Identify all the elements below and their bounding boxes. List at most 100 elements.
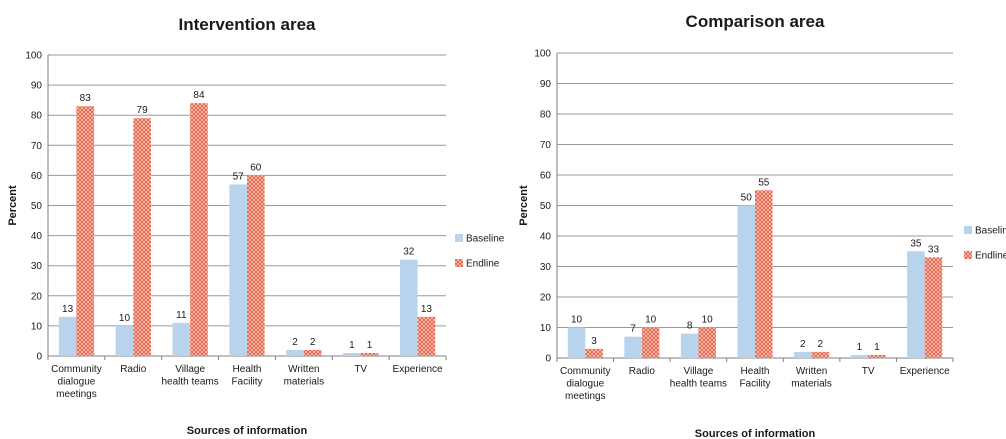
chart2-bar-baseline-village-health-teams (680, 333, 699, 358)
chart1-category-label-line: Radio (120, 364, 147, 375)
chart1-data-label-baseline-health-facility: 57 (233, 171, 245, 182)
chart2-category-label-line: meetings (565, 391, 606, 402)
chart2-category-label-line: TV (862, 366, 875, 377)
chart1-category-label-experience: Experience (393, 364, 443, 375)
chart1-bar-baseline-radio (115, 325, 134, 356)
chart2-bar-endline-village-health-teams (698, 327, 716, 358)
chart1-category-label-line: health teams (162, 377, 219, 388)
chart1-category-label-village-health-teams: Village health teams (162, 364, 219, 388)
chart2-y-tick-label: 40 (540, 232, 552, 243)
chart1-category-label-line: TV (354, 364, 367, 375)
chart1-category-label-line: Written (288, 364, 320, 375)
chart1-category-label-health-facility: Health Facility (231, 364, 262, 388)
chart1-y-tick-label: 90 (31, 81, 43, 92)
chart1-data-label-baseline-experience: 32 (403, 247, 415, 258)
chart1-data-label-baseline-community-dialogue-meetings: 13 (62, 304, 74, 315)
intervention-area-chart: Intervention area 0 10 20 30 40 50 60 70 80 90 100 1… (7, 15, 505, 437)
chart2-category-label-written-materials: Written materials (791, 366, 832, 390)
chart1-bar-baseline-tv (343, 352, 361, 356)
chart1-data-label-endline-written-materials: 2 (310, 337, 316, 348)
chart1-data-label-baseline-tv: 1 (349, 340, 355, 351)
chart2-data-label-endline-village-health-teams: 10 (702, 315, 714, 326)
chart1-y-tick-label: 70 (31, 141, 43, 152)
chart2-category-label-line: Written (796, 366, 828, 377)
chart2-bar-baseline-health-facility (737, 205, 755, 358)
chart1-title: Intervention area (179, 15, 317, 34)
chart2-data-label-baseline-community-dialogue-meetings: 10 (571, 315, 583, 326)
chart2-data-label-endline-health-facility: 55 (758, 177, 770, 188)
chart1-y-tick-label: 20 (31, 291, 43, 302)
chart2-y-tick-label: 80 (540, 110, 552, 121)
chart2-data-label-endline-experience: 33 (928, 244, 940, 255)
chart1-category-label-tv: TV (354, 364, 367, 375)
chart2-y-tick-label: 90 (540, 79, 552, 90)
chart2-bar-endline-radio (641, 327, 660, 358)
chart1-y-tick-label: 80 (31, 111, 43, 122)
chart2-data-label-endline-tv: 1 (874, 342, 880, 353)
chart2-y-tick-label: 70 (540, 140, 552, 151)
chart2-bar-endline-community-dialogue-meetings (585, 348, 603, 358)
chart1-category-label-line: dialogue (58, 377, 96, 388)
chart2-bar-baseline-tv (850, 354, 869, 358)
chart1-category-label-line: Health (233, 364, 262, 375)
chart2-category-label-village-health-teams: Village health teams (670, 366, 727, 390)
chart2-category-label-radio: Radio (629, 366, 656, 377)
chart1-bar-baseline-community-dialogue-meetings (58, 316, 77, 356)
chart2-data-label-endline-radio: 10 (645, 315, 657, 326)
chart1-category-label-community-dialogue-meetings: Community dialogue meetings (51, 364, 102, 400)
chart1-bar-baseline-village-health-teams (172, 322, 191, 356)
chart1-bar-endline-radio (133, 118, 151, 357)
chart1-bar-endline-health-facility (247, 175, 265, 356)
chart1-data-label-endline-village-health-teams: 84 (193, 90, 205, 101)
chart2-category-label-line: Health (741, 366, 770, 377)
chart2-y-tick-label: 0 (545, 354, 551, 365)
chart1-legend-label-baseline: Baseline (466, 234, 505, 245)
chart1-bar-endline-tv (360, 352, 379, 356)
chart1-y-tick-label: 100 (25, 51, 42, 62)
chart2-data-label-baseline-village-health-teams: 8 (687, 321, 693, 332)
chart2-bar-baseline-radio (624, 336, 642, 358)
chart1-data-label-baseline-radio: 10 (119, 313, 131, 324)
chart2-category-label-line: Radio (629, 366, 656, 377)
chart1-bar-endline-village-health-teams (190, 103, 208, 356)
chart2-data-label-baseline-tv: 1 (857, 342, 863, 353)
chart2-bar-endline-experience (924, 257, 943, 358)
chart1-bar-baseline-experience (399, 259, 418, 356)
chart1-category-label-line: Experience (393, 364, 443, 375)
chart1-data-label-endline-community-dialogue-meetings: 83 (80, 93, 92, 104)
chart2-category-label-health-facility: Health Facility (739, 366, 770, 390)
chart1-legend-swatch-baseline (455, 234, 463, 242)
chart1-data-label-baseline-village-health-teams: 11 (176, 310, 187, 321)
chart2-category-label-line: Facility (739, 379, 770, 390)
chart1-y-axis-title: Percent (7, 185, 19, 226)
chart2-category-label-line: materials (791, 379, 832, 390)
chart1-bar-baseline-written-materials (286, 349, 304, 356)
chart2-legend-swatch-endline (964, 251, 972, 259)
chart2-category-label-line: Village (684, 366, 714, 377)
chart2-data-label-endline-written-materials: 2 (818, 339, 824, 350)
chart2-bar-endline-written-materials (811, 351, 830, 358)
chart2-bar-endline-health-facility (755, 190, 773, 358)
chart1-y-tick-label: 40 (31, 231, 43, 242)
chart1-bar-endline-community-dialogue-meetings (76, 106, 95, 356)
chart1-category-label-line: Facility (231, 377, 262, 388)
chart2-data-label-baseline-experience: 35 (910, 238, 922, 249)
chart2-y-tick-label: 60 (540, 171, 552, 182)
chart2-bar-baseline-experience (907, 251, 925, 358)
chart1-y-tick-label: 50 (31, 201, 43, 212)
chart2-y-tick-label: 100 (534, 49, 551, 60)
chart2-y-tick-label: 20 (540, 293, 552, 304)
chart1-data-label-baseline-written-materials: 2 (292, 337, 298, 348)
chart2-bar-endline-tv (868, 354, 886, 358)
chart1-data-label-endline-tv: 1 (367, 340, 373, 351)
chart2-bar-baseline-written-materials (794, 351, 812, 358)
chart1-category-label-radio: Radio (120, 364, 147, 375)
chart2-y-tick-label: 50 (540, 201, 552, 212)
chart1-category-label-line: Community (51, 364, 102, 375)
chart1-category-label-written-materials: Written materials (284, 364, 325, 388)
chart2-legend-swatch-baseline (964, 226, 972, 234)
chart1-x-axis-title: Sources of information (187, 425, 308, 437)
chart2-data-label-baseline-radio: 7 (630, 324, 636, 335)
chart1-y-tick-label: 30 (31, 261, 43, 272)
